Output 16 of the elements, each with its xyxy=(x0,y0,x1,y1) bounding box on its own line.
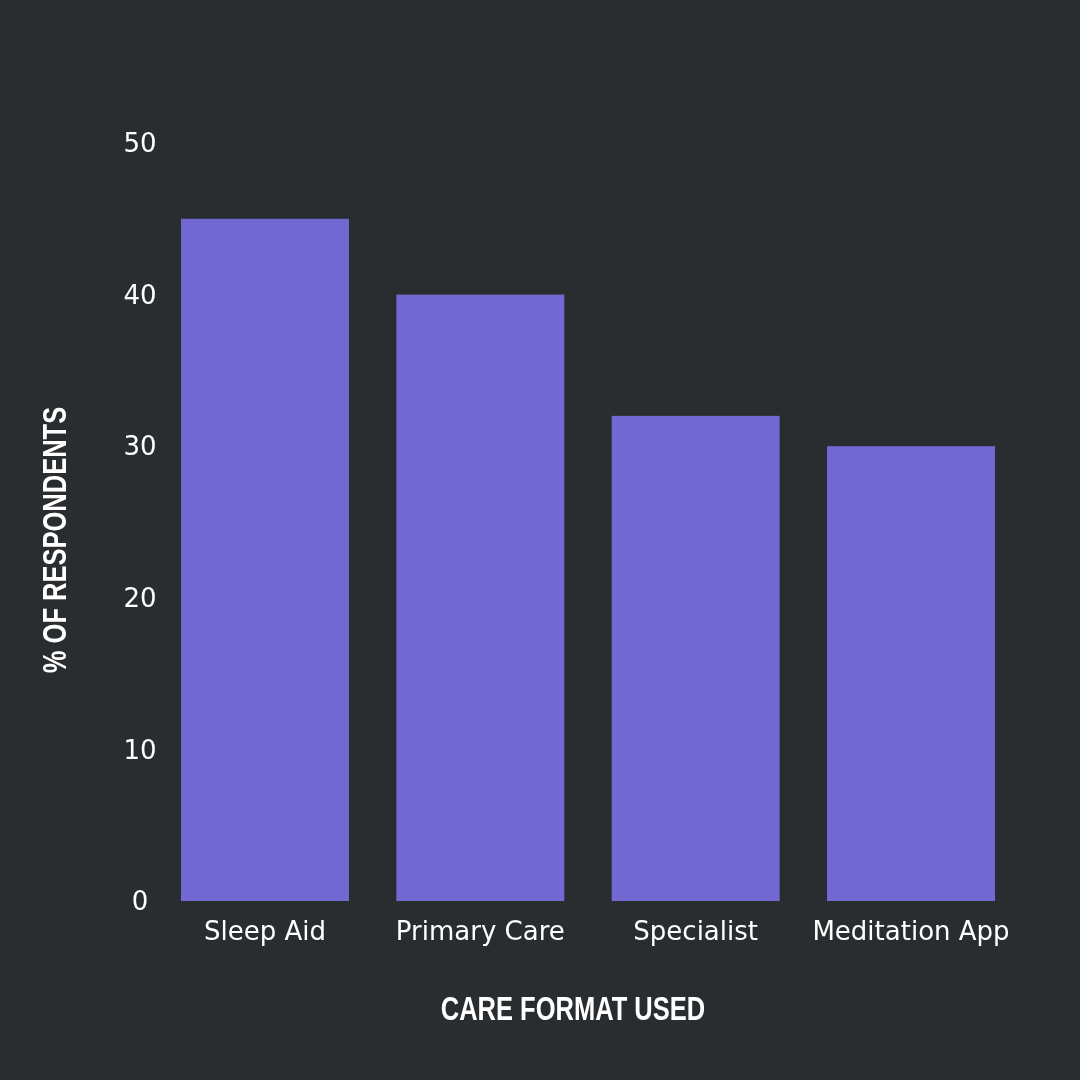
x-tick-label: Primary Care xyxy=(395,916,565,946)
x-tick-label: Specialist xyxy=(633,916,758,946)
y-tick-label: 50 xyxy=(123,128,157,159)
y-tick-label: 10 xyxy=(123,734,157,765)
bar xyxy=(396,294,565,901)
x-axis-title: CARE FORMAT USED xyxy=(440,989,706,1027)
bar xyxy=(827,446,995,901)
bar xyxy=(611,415,780,901)
x-tick-label: Sleep Aid xyxy=(203,916,326,946)
x-tick-label: Meditation App xyxy=(812,916,1010,946)
y-tick-label: 30 xyxy=(123,431,157,462)
y-tick-label: 40 xyxy=(123,279,157,310)
y-tick-label: 0 xyxy=(131,886,149,917)
y-axis-title: % OF RESPONDENTS xyxy=(35,406,73,674)
bar xyxy=(181,218,349,901)
y-tick-label: 20 xyxy=(123,582,157,613)
